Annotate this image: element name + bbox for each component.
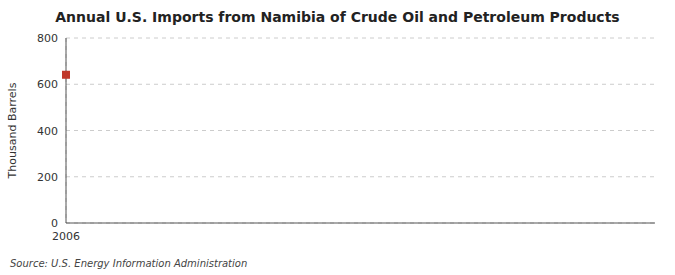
point — [62, 71, 70, 79]
grid-line-x — [66, 38, 67, 223]
grid-line-y — [66, 130, 655, 131]
chart-container: Annual U.S. Imports from Namibia of Crud… — [0, 0, 675, 275]
title: Annual U.S. Imports from Namibia of Crud… — [55, 9, 619, 25]
y-tick-label: 200 — [37, 171, 58, 184]
y-tick-label: 0 — [51, 217, 58, 230]
y-axis-label: Thousand Barrels — [6, 82, 19, 179]
source-note: Source: U.S. Energy Information Administ… — [10, 258, 247, 269]
y-axis-line — [66, 38, 67, 223]
y-tick-label: 600 — [37, 78, 58, 91]
chart-svg: Annual U.S. Imports from Namibia of Crud… — [0, 0, 675, 275]
x-tick-label: 2006 — [52, 230, 80, 243]
grid-line-y — [66, 38, 655, 39]
plot-area — [62, 71, 70, 79]
grid-line-y — [66, 176, 655, 177]
x-axis-line — [66, 223, 655, 224]
grid — [66, 38, 655, 223]
grid-line-y — [66, 223, 655, 224]
y-tick-label: 400 — [37, 125, 58, 138]
grid-line-y — [66, 84, 655, 85]
y-tick-label: 800 — [37, 32, 58, 45]
